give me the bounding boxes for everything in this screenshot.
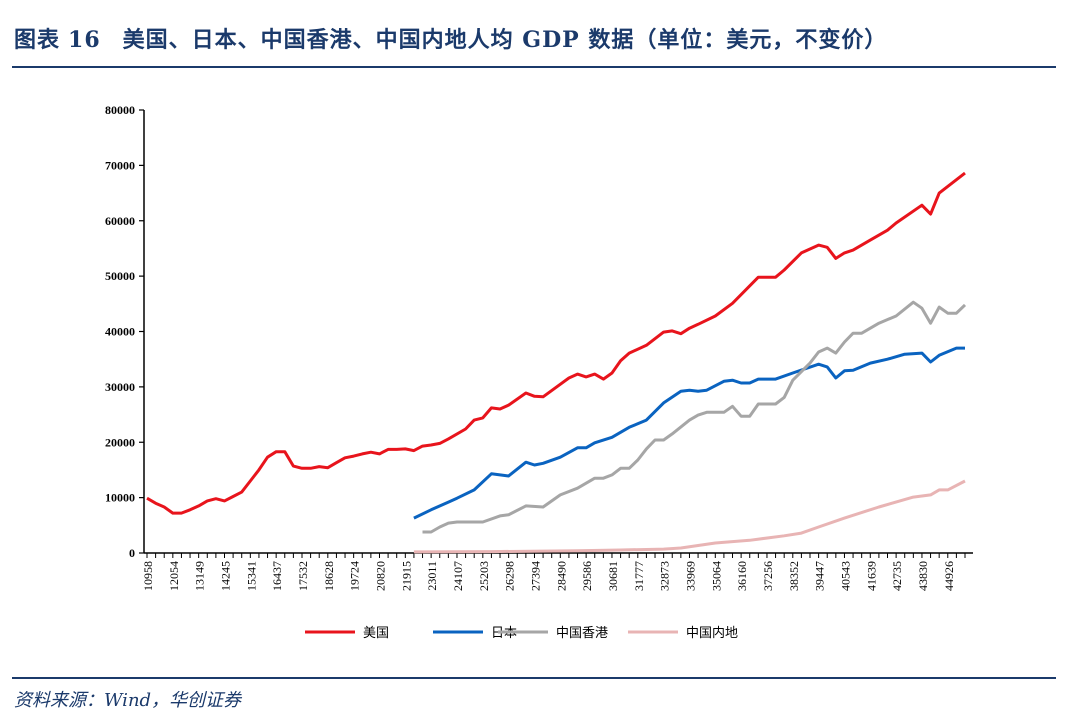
x-tick-label: 14245 (218, 561, 232, 591)
x-tick-label: 41639 (864, 561, 878, 591)
x-tick-label: 26298 (503, 561, 517, 591)
figure-title: 图表 16 美国、日本、中国香港、中国内地人均 GDP 数据（单位：美元，不变价） (14, 22, 887, 54)
x-tick-label: 44926 (942, 561, 956, 591)
legend-label-0: 美国 (363, 625, 389, 640)
x-tick-label: 31777 (632, 561, 646, 591)
x-tick-label: 10958 (141, 561, 155, 591)
y-tick-label: 40000 (105, 325, 135, 339)
x-tick-label: 38352 (787, 561, 801, 591)
x-tick-label: 19724 (348, 561, 362, 591)
x-tick-label: 33969 (683, 561, 697, 591)
source-divider (12, 677, 1056, 679)
y-tick-label: 0 (129, 546, 135, 560)
series-line-0 (146, 171, 966, 515)
figure-title-text: 美国、日本、中国香港、中国内地人均 GDP 数据（单位：美元，不变价） (122, 27, 888, 53)
figure-label: 图表 (14, 27, 61, 53)
x-tick-label: 29586 (580, 561, 594, 591)
x-tick-label: 21915 (399, 561, 413, 591)
x-tick-label: 42735 (890, 561, 904, 591)
series-line-3 (413, 479, 966, 554)
x-tick-label: 39447 (813, 561, 827, 591)
y-tick-label: 70000 (105, 158, 135, 172)
y-tick-label: 20000 (105, 435, 135, 449)
x-tick-label: 43830 (916, 561, 930, 591)
y-tick-label: 50000 (105, 269, 135, 283)
title-divider (12, 66, 1056, 68)
x-tick-label: 17532 (296, 561, 310, 591)
x-tick-label: 28490 (554, 561, 568, 591)
y-tick-label: 30000 (105, 380, 135, 394)
legend-label-3: 中国内地 (686, 625, 738, 640)
y-tick-label: 10000 (105, 491, 135, 505)
x-tick-label: 36160 (735, 561, 749, 591)
x-tick-label: 25203 (477, 561, 491, 591)
x-tick-label: 13149 (193, 561, 207, 591)
x-tick-label: 40543 (838, 561, 852, 591)
x-tick-label: 16437 (270, 561, 284, 591)
x-tick-label: 20820 (373, 561, 387, 591)
x-tick-label: 27394 (528, 561, 542, 591)
source-note: 资料来源：Wind，华创证券 (14, 690, 242, 711)
x-tick-label: 23011 (425, 561, 439, 591)
series-line-2 (422, 300, 967, 534)
y-tick-label: 80000 (105, 103, 135, 117)
figure-number: 16 (68, 27, 101, 53)
y-tick-label: 60000 (105, 214, 135, 228)
x-tick-label: 35064 (709, 561, 723, 591)
legend-label-2: 中国香港 (556, 625, 608, 640)
x-tick-label: 24107 (451, 561, 465, 591)
x-tick-label: 32873 (658, 561, 672, 591)
x-tick-label: 18628 (322, 561, 336, 591)
x-tick-label: 37256 (761, 561, 775, 591)
x-tick-label: 12054 (167, 561, 181, 591)
x-tick-label: 15341 (244, 561, 258, 591)
x-tick-label: 30681 (606, 561, 620, 591)
series-line-1 (413, 346, 965, 520)
